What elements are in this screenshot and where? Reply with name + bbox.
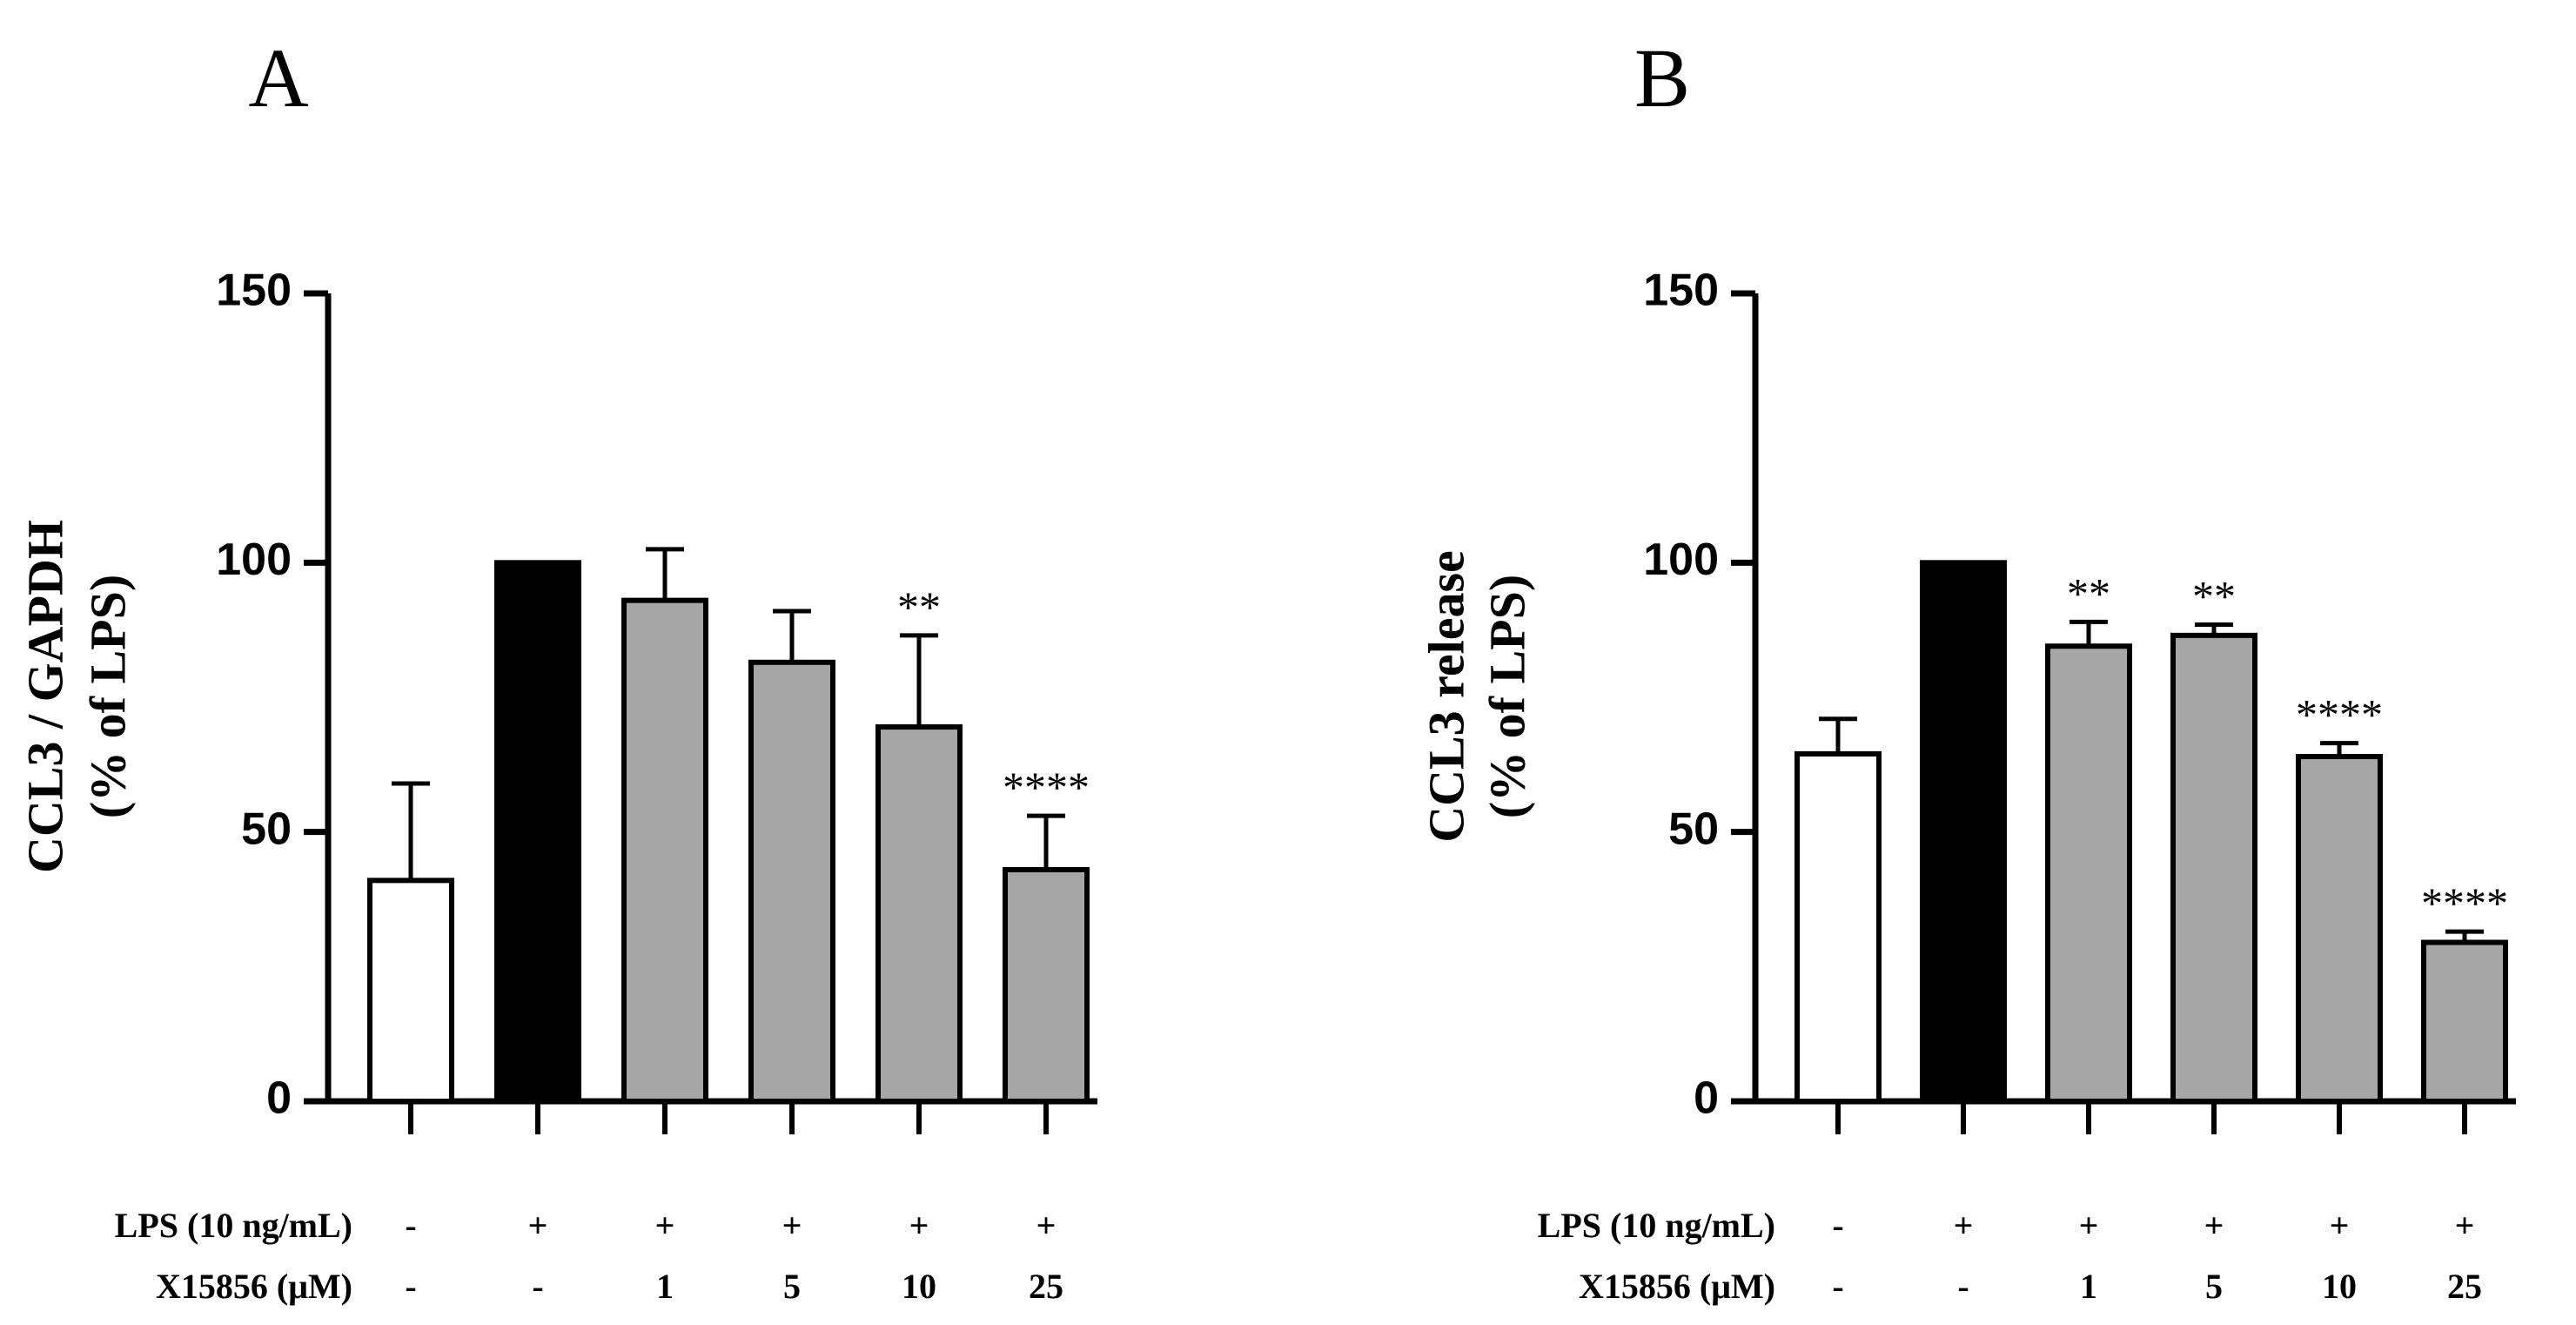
condition-value: - <box>532 1267 543 1306</box>
y-tick-label: 100 <box>216 535 292 585</box>
significance-marker: **** <box>2296 690 2383 739</box>
bar <box>1003 866 1090 1104</box>
condition-value: + <box>1036 1206 1057 1245</box>
condition-label: X15856 (μM) <box>156 1267 352 1306</box>
bar <box>2296 754 2383 1104</box>
condition-value: 10 <box>2322 1267 2357 1306</box>
condition-value: 10 <box>902 1267 936 1306</box>
condition-label: LPS (10 ng/mL) <box>115 1206 352 1245</box>
condition-value: - <box>1957 1267 1969 1306</box>
bar <box>2421 939 2508 1104</box>
bar <box>748 659 835 1105</box>
significance-marker: **** <box>2421 878 2508 927</box>
y-tick-label: 50 <box>1668 804 1719 854</box>
condition-value: - <box>1832 1206 1843 1245</box>
y-tick-label: 50 <box>241 804 292 854</box>
bar <box>1794 750 1882 1105</box>
condition-value: + <box>2079 1206 2099 1245</box>
condition-value: + <box>655 1206 675 1245</box>
bar <box>2170 632 2257 1104</box>
y-tick-label: 0 <box>1694 1073 1719 1124</box>
bar <box>1920 560 2007 1104</box>
condition-label: X15856 (μM) <box>1579 1267 1775 1306</box>
condition-value: + <box>909 1206 929 1245</box>
y-tick-label: 150 <box>1643 266 1719 316</box>
bar <box>367 878 454 1105</box>
condition-value: - <box>405 1267 416 1306</box>
y-tick-label: 0 <box>266 1073 292 1124</box>
significance-marker: **** <box>1003 763 1090 811</box>
condition-value: 5 <box>2205 1267 2223 1306</box>
condition-value: 1 <box>2080 1267 2097 1306</box>
condition-value: + <box>1954 1206 1974 1245</box>
y-axis-label: CCL3 / GAPDH <box>17 520 73 873</box>
condition-value: + <box>2204 1206 2224 1245</box>
y-tick-label: 100 <box>1643 535 1719 585</box>
y-tick-label: 150 <box>216 266 292 316</box>
bar <box>494 560 581 1104</box>
y-axis-label-units: (% of LPS) <box>1479 575 1535 818</box>
bar <box>621 597 708 1104</box>
condition-value: + <box>782 1206 802 1245</box>
significance-marker: ** <box>2192 571 2236 620</box>
panel-letter: B <box>1634 31 1690 124</box>
condition-value: + <box>2330 1206 2350 1245</box>
condition-value: 25 <box>2447 1267 2482 1306</box>
condition-value: - <box>405 1206 416 1245</box>
y-axis-label-units: (% of LPS) <box>79 575 136 818</box>
significance-marker: ** <box>897 582 941 631</box>
bar <box>875 724 963 1104</box>
significance-marker: ** <box>2067 568 2110 617</box>
panel-letter: A <box>248 31 308 124</box>
condition-label: LPS (10 ng/mL) <box>1538 1206 1775 1245</box>
condition-value: 5 <box>783 1267 801 1306</box>
bar <box>2045 643 2132 1104</box>
condition-value: 1 <box>656 1267 674 1306</box>
condition-value: 25 <box>1029 1267 1063 1306</box>
condition-value: + <box>2455 1206 2475 1245</box>
condition-value: + <box>528 1206 548 1245</box>
y-axis-label: CCL3 release <box>1418 550 1474 843</box>
condition-value: - <box>1832 1267 1843 1306</box>
